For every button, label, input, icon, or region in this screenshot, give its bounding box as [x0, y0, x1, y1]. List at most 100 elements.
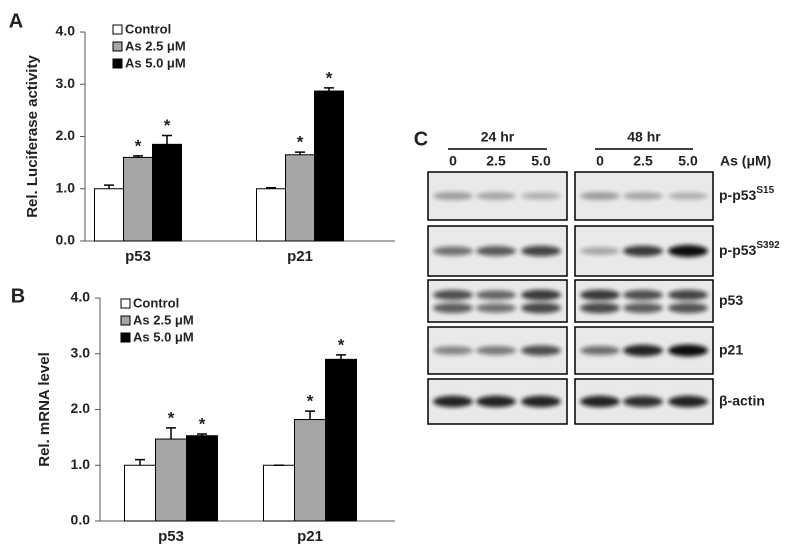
band: [580, 302, 620, 314]
band: [623, 344, 663, 357]
band: [580, 191, 620, 201]
y-tick-label: 4.0: [71, 289, 91, 305]
bar: [124, 464, 156, 522]
lane-label: 2.5: [486, 153, 506, 169]
x-tick-label: p53: [125, 248, 151, 265]
error-bar: [295, 151, 305, 155]
significance-mark: *: [338, 335, 345, 354]
band: [433, 395, 473, 408]
x-tick-label: p21: [287, 248, 313, 265]
band: [476, 395, 516, 408]
band: [476, 303, 516, 313]
band: [623, 395, 663, 408]
row-label: p-p53S392: [719, 240, 780, 258]
y-tick-label: 1.0: [56, 179, 76, 195]
band: [623, 192, 663, 200]
band: [521, 245, 561, 257]
row-label-text: p-p53: [719, 242, 757, 258]
bar: [152, 143, 182, 242]
band: [433, 246, 473, 256]
bar: [123, 156, 153, 242]
y-tick-label: 4.0: [56, 23, 76, 39]
band: [433, 289, 473, 301]
bar: [325, 358, 357, 522]
row-label-superscript: S392: [756, 240, 780, 251]
legend-label: As 2.5 μM: [125, 38, 186, 53]
panel-label: B: [11, 285, 25, 307]
blot-frame: [427, 279, 568, 323]
band: [580, 395, 620, 408]
band: [623, 302, 663, 314]
legend-swatch: [112, 58, 123, 69]
y-tick-label: 3.0: [56, 75, 76, 91]
lane-label: 5.0: [531, 153, 551, 169]
legend-swatch: [120, 332, 131, 343]
significance-mark: *: [164, 116, 171, 135]
bar: [155, 438, 187, 522]
lane-label: 0: [449, 153, 457, 169]
band: [668, 245, 708, 257]
error-bar: [266, 186, 276, 189]
band: [521, 192, 561, 200]
band: [521, 289, 561, 301]
legend-swatch: [120, 315, 131, 326]
error-bar: [166, 427, 176, 440]
band: [668, 344, 708, 357]
error-bar: [104, 184, 114, 189]
row-label: p53: [719, 292, 743, 308]
lane-label: 5.0: [678, 153, 698, 169]
panel-label: A: [9, 10, 23, 32]
significance-mark: *: [168, 408, 175, 427]
bar: [294, 419, 326, 522]
panel-label: C: [414, 128, 428, 150]
significance-mark: *: [135, 136, 142, 155]
error-bar: [336, 354, 346, 360]
y-axis-label: Rel. mRNA level: [36, 352, 53, 467]
significance-mark: *: [307, 392, 314, 411]
lane-label: 2.5: [633, 153, 653, 169]
band: [668, 192, 708, 200]
legend-label: Control: [133, 295, 179, 310]
y-tick-label: 0.0: [56, 232, 76, 248]
y-tick-label: 1.0: [71, 456, 91, 472]
row-label-text: p21: [719, 341, 743, 357]
y-tick-label: 2.0: [71, 400, 91, 416]
band: [476, 246, 516, 256]
band: [521, 395, 561, 408]
band: [623, 289, 663, 301]
band: [433, 346, 473, 355]
row-label: p-p53S15: [719, 185, 775, 203]
bar: [314, 90, 344, 242]
band: [580, 289, 620, 301]
error-bar: [324, 87, 334, 92]
band: [476, 346, 516, 355]
legend-swatch: [120, 298, 131, 309]
band: [580, 247, 620, 255]
x-tick-label: p53: [158, 528, 184, 545]
legend-swatch: [112, 24, 123, 35]
y-tick-label: 2.0: [56, 127, 76, 143]
treatment-label: As (μM): [720, 153, 771, 169]
legend-label: As 5.0 μM: [125, 55, 186, 70]
band: [476, 290, 516, 300]
blot-frame: [574, 279, 714, 323]
band: [623, 245, 663, 257]
band: [476, 192, 516, 200]
band: [668, 302, 708, 314]
band: [668, 289, 708, 301]
band: [521, 345, 561, 356]
significance-mark: *: [199, 415, 206, 434]
time-label: 48 hr: [627, 129, 661, 145]
row-label-text: p-p53: [719, 187, 757, 203]
legend-swatch: [112, 41, 123, 52]
row-label: p21: [719, 341, 743, 357]
significance-mark: *: [297, 133, 304, 152]
error-bar: [133, 155, 143, 158]
row-label-superscript: S15: [756, 185, 774, 196]
band: [580, 345, 620, 356]
bar: [94, 188, 124, 242]
error-bar: [135, 458, 145, 466]
y-tick-label: 3.0: [71, 344, 91, 360]
